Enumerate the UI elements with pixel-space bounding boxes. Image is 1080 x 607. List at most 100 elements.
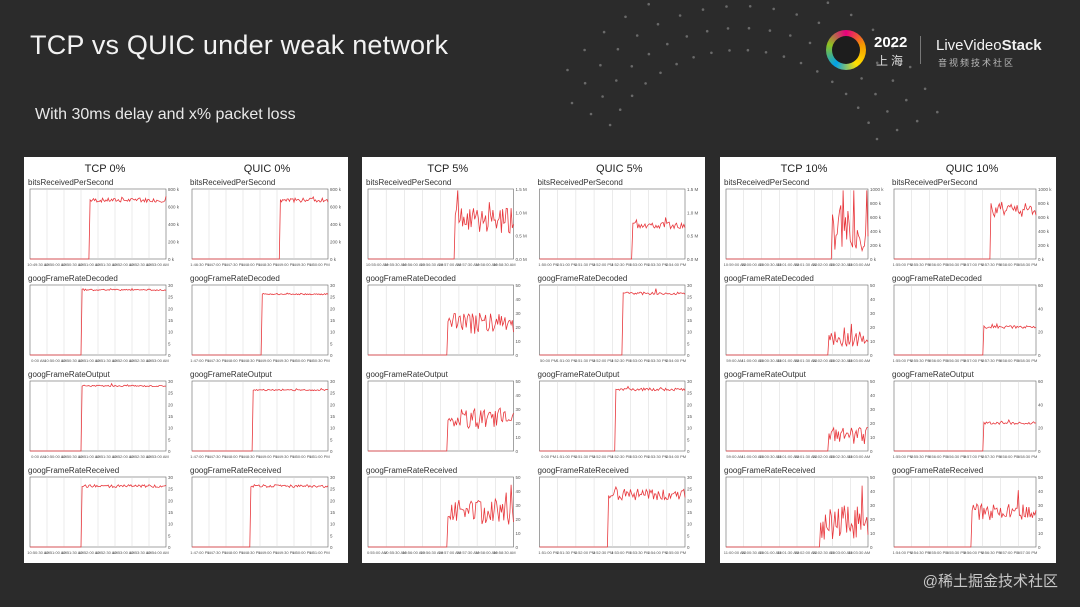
y-tick-label: 40 <box>516 489 522 494</box>
series-line <box>192 195 329 260</box>
chart-title: QUIC 5% <box>596 163 643 175</box>
decorative-dot <box>886 110 889 113</box>
x-tick-label: 1:51:30 PM <box>557 550 577 555</box>
x-tick-label: 10:50:30 AM <box>27 550 49 555</box>
panel-metric-label: googFrameRateReceived <box>724 466 815 475</box>
decorative-dot <box>570 101 574 105</box>
x-tick-label: 10:56:00 AM <box>402 550 424 555</box>
y-tick-label: 1.0 M <box>516 210 528 215</box>
x-tick-label: 11:03:00 AM <box>848 454 870 459</box>
y-tick-label: 5 <box>330 533 333 538</box>
x-tick-label: 1:54:00 PM <box>666 358 686 363</box>
x-tick-label: 10:55:30 AM <box>384 262 406 267</box>
panel-metric-label: googFrameRateOutput <box>190 370 273 379</box>
x-tick-label: 1:53:00 PM <box>629 454 649 459</box>
x-tick-label: 1:51:30 PM <box>575 262 595 267</box>
y-tick-label: 20 <box>330 402 336 407</box>
x-tick-label: 1:51:00 PM <box>557 262 577 267</box>
y-tick-label: 0 k <box>330 257 337 262</box>
x-tick-label: 1:52:00 PM <box>593 454 613 459</box>
y-tick-label: 600 k <box>870 215 882 220</box>
x-tick-label: 1:49:00 PM <box>258 454 278 459</box>
y-tick-label: 40 <box>870 393 876 398</box>
y-tick-label: 30 <box>687 379 693 384</box>
x-tick-label: 1:50:00 PM <box>309 262 329 267</box>
x-tick-label: 1:47:30 PM <box>207 358 227 363</box>
x-tick-label: 1:49:30 PM <box>275 358 295 363</box>
x-tick-label: 11:00:30 AM <box>759 454 781 459</box>
panel-metric-label: googFrameRateReceived <box>28 466 119 475</box>
decorative-dot <box>601 95 604 98</box>
series-line <box>539 288 686 356</box>
x-tick-label: 1:49:00 PM <box>275 262 295 267</box>
x-tick-label: 1:52:30 PM <box>611 454 631 459</box>
x-tick-label: 1:57:00 PM <box>999 550 1019 555</box>
x-tick-label: 10:53:00 AM <box>146 358 168 363</box>
x-tick-label: 11:03:00 AM <box>848 358 870 363</box>
panel-metric-label: bitsReceivedPerSecond <box>366 178 451 187</box>
x-tick-label: 11:02:00 AM <box>795 550 817 555</box>
x-tick-label: 10:51:30 AM <box>61 550 83 555</box>
decorative-dot <box>583 81 587 85</box>
y-tick-label: 25 <box>687 295 693 300</box>
panel-metric-label: googFrameRateDecoded <box>892 274 982 283</box>
decorative-dot <box>635 34 639 37</box>
x-tick-label: 11:02:30 AM <box>813 550 835 555</box>
y-tick-label: 50 <box>1038 475 1044 480</box>
x-tick-label: 11:00:00 AM <box>742 358 764 363</box>
x-tick-label: 1:57:30 PM <box>1017 550 1037 555</box>
x-tick-label: 10:50:30 AM <box>61 262 83 267</box>
y-tick-label: 200 k <box>1038 243 1050 248</box>
y-tick-label: 200 k <box>870 243 882 248</box>
x-tick-label: 1:55:00 PM <box>893 358 913 363</box>
x-tick-label: 1:55:30 PM <box>910 454 930 459</box>
logo-divider <box>920 36 921 64</box>
x-tick-label: 1:51:00 PM <box>309 454 329 459</box>
y-tick-label: 400 k <box>870 229 882 234</box>
panel-metric-label: googFrameRateDecoded <box>190 274 280 283</box>
y-tick-label: 10 <box>168 522 174 527</box>
y-tick-label: 10 <box>1038 531 1044 536</box>
x-tick-label: 1:56:30 PM <box>946 454 966 459</box>
x-tick-label: 10:52:00 AM <box>112 262 134 267</box>
decorative-dot <box>831 80 834 84</box>
x-tick-label: 10:58:00 AM <box>475 550 497 555</box>
x-tick-label: 1:51:00 PM <box>557 358 577 363</box>
y-tick-label: 600 k <box>168 205 180 210</box>
y-tick-label: 5 <box>168 341 171 346</box>
x-tick-label: 10:52:00 AM <box>78 550 100 555</box>
x-tick-label: 11:03:00 AM <box>848 262 870 267</box>
x-tick-label: 1:56:30 PM <box>946 262 966 267</box>
panel-metric-label: bitsReceivedPerSecond <box>724 178 809 187</box>
x-tick-label: 10:58:00 AM <box>475 262 497 267</box>
y-tick-label: 20 <box>168 402 174 407</box>
x-tick-label: 1:53:30 PM <box>647 454 667 459</box>
x-tick-label: 1:58:00 PM <box>999 454 1019 459</box>
x-tick-label: 1:56:00 PM <box>928 262 948 267</box>
y-tick-label: 10 <box>870 531 876 536</box>
series-line <box>726 485 869 548</box>
y-tick-label: 15 <box>168 414 174 419</box>
x-tick-label: 10:50:30 AM <box>61 454 83 459</box>
x-tick-label: 1:46:30 PM <box>190 262 210 267</box>
y-tick-label: 0 <box>687 449 690 454</box>
y-tick-label: 20 <box>330 306 336 311</box>
logo-brand-a: LiveVideo <box>936 37 1002 54</box>
y-tick-label: 400 k <box>330 222 342 227</box>
x-tick-label: 10:51:30 AM <box>95 454 117 459</box>
y-tick-label: 25 <box>168 487 174 492</box>
y-tick-label: 20 <box>330 498 336 503</box>
y-tick-label: 60 <box>1038 379 1044 384</box>
series-line <box>894 322 1037 356</box>
y-tick-label: 200 k <box>330 240 342 245</box>
panel-metric-label: googFrameRateReceived <box>538 466 629 475</box>
y-tick-label: 0 <box>870 449 873 454</box>
decorative-dot <box>817 21 821 25</box>
y-tick-label: 15 <box>168 510 174 515</box>
chart-title: TCP 5% <box>427 163 468 175</box>
y-tick-label: 0 k <box>1038 257 1045 262</box>
x-tick-label: 1:49:30 PM <box>275 454 295 459</box>
y-tick-label: 10 <box>330 426 336 431</box>
x-tick-label: 1:57:00 PM <box>964 358 984 363</box>
decorative-dot <box>816 70 819 73</box>
